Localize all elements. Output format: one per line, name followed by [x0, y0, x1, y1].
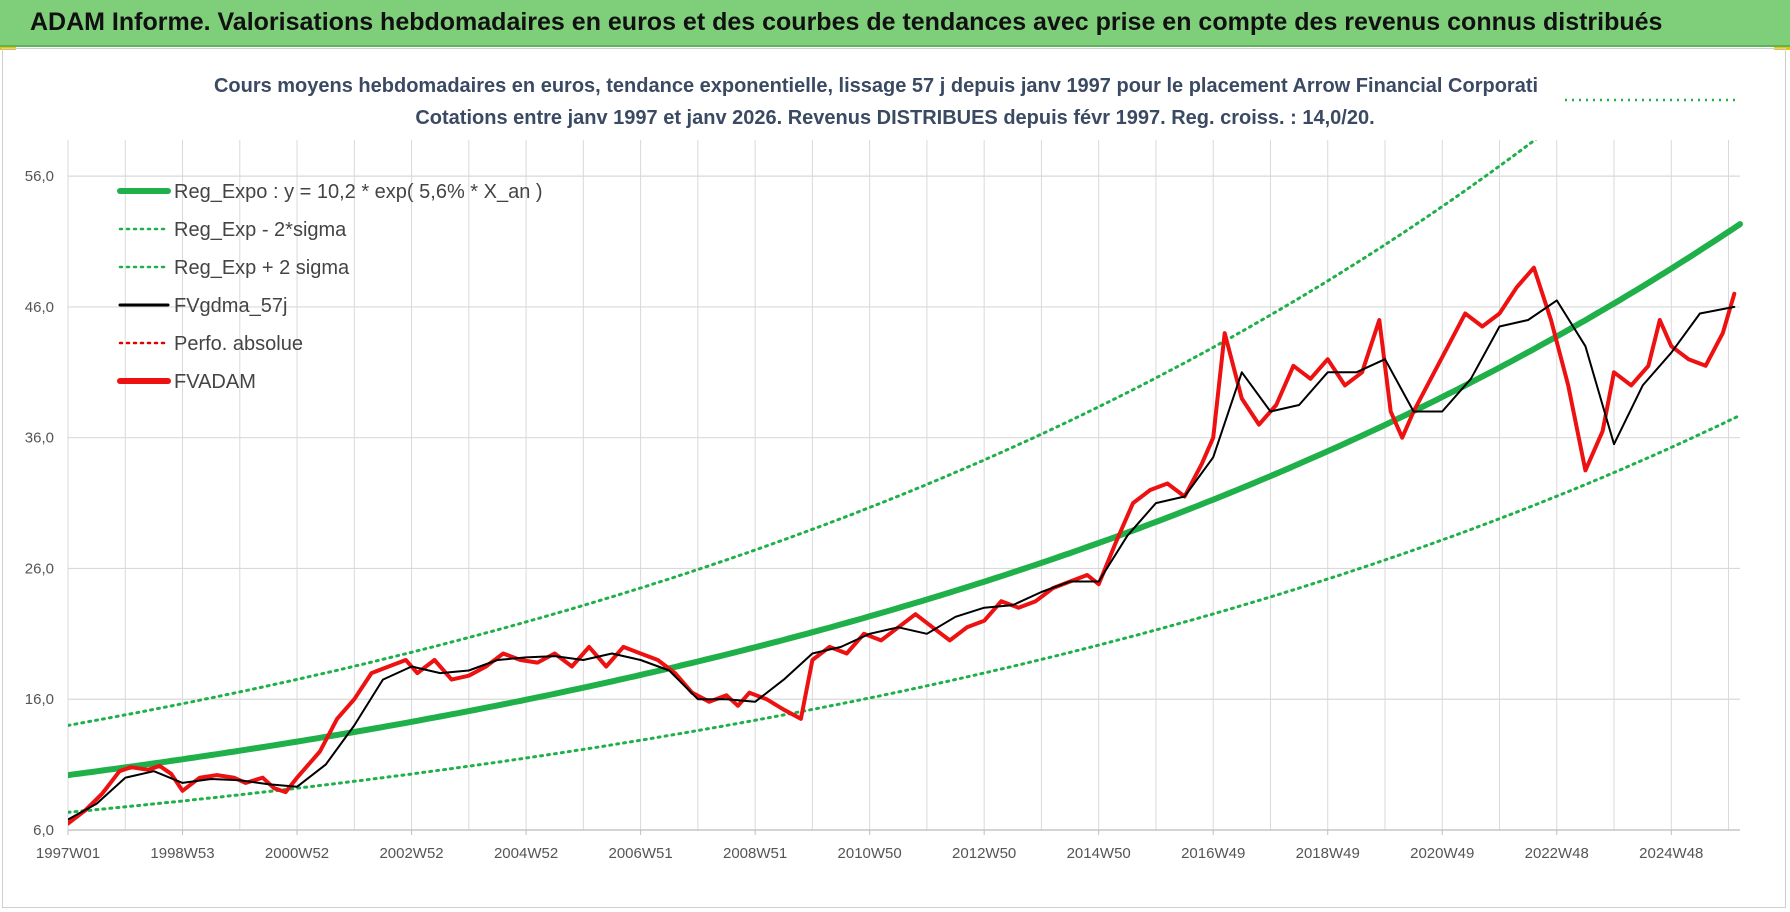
x-tick-label: 2014W50 — [1067, 845, 1131, 862]
reg-plus-2sigma-line — [68, 140, 1538, 727]
axes: 6,0 16,0 26,0 36,0 46,0 56,0 1997W01 1998W53 200… — [25, 168, 1740, 862]
y-tick-label: 6,0 — [33, 822, 54, 839]
x-tick-label: 1997W01 — [36, 845, 100, 862]
legend: Reg_Expo : y = 10,2 * exp( 5,6% * X_an )… — [117, 181, 543, 393]
x-tick-label: 2020W49 — [1410, 845, 1474, 862]
chart-subtitle: Cotations entre janv 1997 et janv 2026. … — [415, 107, 1374, 129]
y-tick-label: 46,0 — [25, 299, 54, 316]
y-tick-label: 36,0 — [25, 430, 54, 447]
y-tick-label: 16,0 — [25, 691, 54, 708]
x-tick-label: 2002W52 — [379, 845, 443, 862]
legend-label: Reg_Expo : y = 10,2 * exp( 5,6% * X_an ) — [174, 181, 543, 203]
fvgdma-57j-line — [68, 299, 1736, 821]
legend-label: FVADAM — [174, 371, 256, 393]
legend-label: Reg_Exp + 2 sigma — [174, 257, 350, 279]
legend-label: Reg_Exp - 2*sigma — [174, 219, 347, 241]
fvadam-line — [68, 265, 1737, 826]
x-tick-label: 2010W50 — [838, 845, 902, 862]
header-banner: ADAM Informe. Valorisations hebdomadaire… — [0, 0, 1790, 47]
x-tick-label: 2008W51 — [723, 845, 787, 862]
chart-title: Cours moyens hebdomadaires en euros, ten… — [214, 75, 1538, 97]
x-tick-label: 2000W52 — [265, 845, 329, 862]
x-tick-label: 2016W49 — [1181, 845, 1245, 862]
x-tick-label: 1998W53 — [150, 845, 214, 862]
reg-expo-line — [68, 221, 1743, 779]
series — [68, 140, 1743, 826]
x-tick-label: 2024W48 — [1639, 845, 1703, 862]
x-tick-label: 2012W50 — [952, 845, 1016, 862]
legend-label: Perfo. absolue — [174, 333, 303, 355]
grid — [67, 140, 1740, 831]
chart-frame — [2, 48, 1786, 908]
y-tick-label: 56,0 — [25, 168, 54, 185]
x-tick-label: 2004W52 — [494, 845, 558, 862]
banner-title: ADAM Informe. Valorisations hebdomadaire… — [30, 8, 1663, 36]
legend-label: FVgdma_57j — [174, 295, 287, 317]
x-tick-label: 2018W49 — [1296, 845, 1360, 862]
y-tick-label: 26,0 — [25, 560, 54, 577]
x-tick-label: 2022W48 — [1525, 845, 1589, 862]
reg-minus-2sigma-line — [68, 413, 1742, 814]
x-tick-label: 2006W51 — [608, 845, 672, 862]
